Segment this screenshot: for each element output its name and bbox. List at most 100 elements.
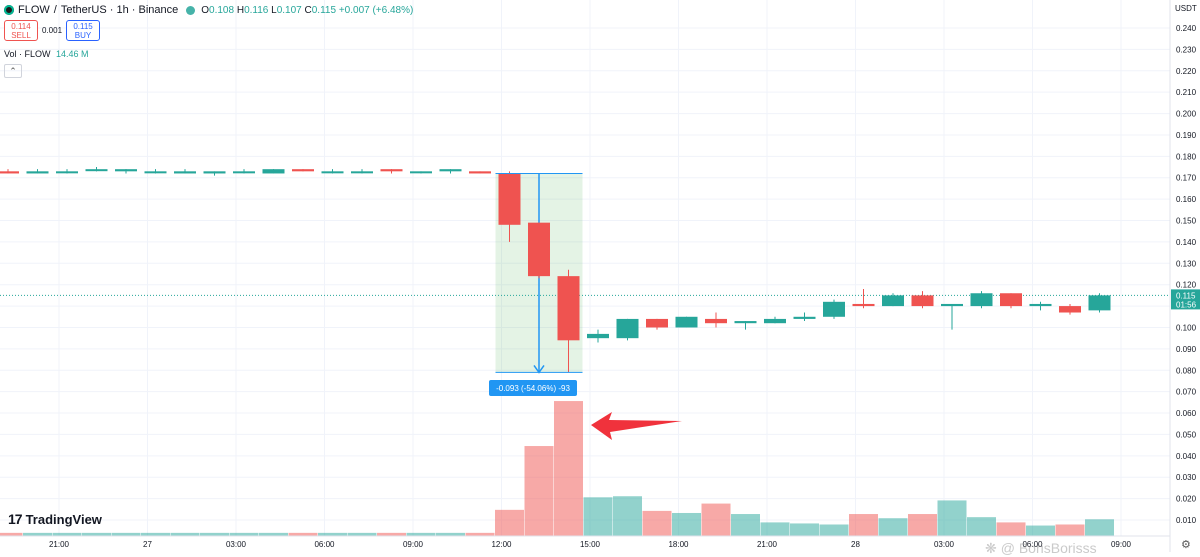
sell-label: SELL bbox=[11, 30, 31, 40]
price-tick-label: 0.150 bbox=[1176, 217, 1197, 226]
candle-body bbox=[852, 303, 875, 307]
volume-bar bbox=[1055, 524, 1085, 536]
volume-bar bbox=[495, 509, 524, 536]
candle-body bbox=[174, 171, 196, 174]
volume-bar bbox=[0, 532, 23, 536]
time-tick-label: 28 bbox=[851, 540, 860, 549]
red-arrow-annotation-icon bbox=[591, 412, 682, 440]
candle-body bbox=[941, 303, 963, 307]
watermark-text: @ BorisBorisss bbox=[1000, 540, 1097, 556]
volume-bar bbox=[996, 522, 1026, 536]
volume-bars bbox=[0, 401, 1114, 536]
candle-body bbox=[970, 293, 993, 307]
market-status-icon bbox=[186, 5, 196, 15]
trade-panel: 0.114 SELL 0.001 0.115 BUY bbox=[4, 20, 101, 41]
watermark-icon: ❋ bbox=[985, 540, 997, 556]
volume-bar bbox=[878, 518, 908, 536]
volume-bar bbox=[1026, 525, 1055, 536]
last-price-label: 0.115 01:56 bbox=[1171, 289, 1200, 310]
price-tick-label: 0.220 bbox=[1176, 67, 1197, 76]
volume-bar bbox=[583, 497, 613, 536]
candle-body bbox=[616, 318, 639, 339]
time-tick-label: 09:00 bbox=[403, 540, 424, 549]
candle-body bbox=[557, 276, 580, 341]
candle-body bbox=[410, 171, 432, 174]
symbol-name[interactable]: FLOW bbox=[18, 4, 50, 16]
price-tick-label: 0.120 bbox=[1176, 281, 1197, 290]
candle-body bbox=[380, 169, 403, 172]
time-tick-label: 06:00 bbox=[314, 540, 335, 549]
tradingview-mark-icon: 17 bbox=[8, 511, 23, 527]
candle-body bbox=[823, 301, 845, 317]
volume-bar bbox=[259, 532, 288, 536]
last-price-timer: 01:56 bbox=[1176, 300, 1197, 309]
time-axis[interactable]: 21:00 27 03:00 06:00 09:00 12:00 15:00 18:00 21:… bbox=[49, 540, 1132, 549]
watermark: ❋ @ BorisBorisss bbox=[985, 540, 1097, 557]
symbol-separator: / bbox=[53, 4, 57, 16]
candle-body bbox=[439, 169, 462, 172]
buy-button[interactable]: 0.115 BUY bbox=[66, 20, 101, 41]
sell-price: 0.114 bbox=[11, 21, 31, 31]
volume-bar bbox=[229, 532, 259, 536]
flow-logo-icon bbox=[4, 5, 14, 15]
spread-value: 0.001 bbox=[42, 26, 63, 35]
volume-legend[interactable]: Vol · FLOW 14.46 M bbox=[4, 49, 89, 59]
candle-body bbox=[321, 171, 344, 174]
time-tick-label: 15:00 bbox=[580, 540, 601, 549]
candle-body bbox=[1000, 293, 1022, 307]
candles bbox=[0, 167, 1111, 373]
volume-bar bbox=[937, 500, 967, 536]
candle-body bbox=[882, 295, 904, 307]
price-tick-label: 0.160 bbox=[1176, 195, 1197, 204]
price-tick-label: 0.100 bbox=[1176, 323, 1197, 332]
price-axis[interactable]: 0.240 0.230 0.220 0.210 0.200 0.190 0.180 0.170… bbox=[1176, 24, 1197, 525]
collapse-chevron-up-icon[interactable]: ⌃ bbox=[4, 64, 22, 78]
high-value: 0.116 bbox=[244, 4, 269, 16]
time-tick-label: 12:00 bbox=[491, 540, 512, 549]
settings-gear-icon[interactable]: ⚙ bbox=[1181, 539, 1191, 551]
price-tick-label: 0.020 bbox=[1176, 495, 1197, 504]
measure-label: -0.093 (-54.06%) -93 bbox=[489, 380, 577, 396]
volume-bar bbox=[760, 522, 790, 536]
candle-body bbox=[675, 316, 698, 328]
price-tick-label: 0.130 bbox=[1176, 259, 1197, 268]
candle-body bbox=[793, 316, 816, 319]
brand-name: TradingView bbox=[25, 511, 102, 527]
tradingview-logo[interactable]: 17 TradingView bbox=[8, 511, 102, 527]
symbol-quote: TetherUS · 1h · Binance bbox=[60, 4, 179, 16]
candle-body bbox=[262, 169, 285, 174]
candle-body bbox=[115, 169, 137, 172]
volume-bar bbox=[465, 532, 495, 536]
price-tick-label: 0.030 bbox=[1176, 473, 1197, 482]
volume-bar bbox=[23, 532, 52, 536]
volume-bar bbox=[52, 532, 82, 536]
volume-bar bbox=[377, 532, 406, 536]
volume-bar bbox=[731, 514, 760, 536]
volume-bar bbox=[701, 503, 731, 536]
price-tick-label: 0.200 bbox=[1176, 110, 1197, 119]
currency-label[interactable]: USDT bbox=[1175, 4, 1197, 13]
candle-body bbox=[528, 222, 550, 277]
volume-bar bbox=[318, 532, 347, 536]
candle-body bbox=[1029, 303, 1052, 307]
price-tick-label: 0.170 bbox=[1176, 174, 1197, 183]
time-tick-label: 21:00 bbox=[757, 540, 778, 549]
symbol-header[interactable]: FLOW / TetherUS · 1h · Binance O0.108 H0… bbox=[4, 3, 413, 17]
candle-body bbox=[144, 171, 167, 174]
volume-bar bbox=[908, 514, 937, 536]
volume-bar bbox=[554, 401, 583, 536]
time-tick-label: 21:00 bbox=[49, 540, 70, 549]
volume-bar bbox=[141, 532, 170, 536]
candle-body bbox=[203, 171, 226, 174]
sell-button[interactable]: 0.114 SELL bbox=[4, 20, 38, 41]
time-tick-label: 06:00 bbox=[1022, 540, 1043, 549]
candle-body bbox=[56, 171, 78, 174]
candle-body bbox=[646, 318, 668, 328]
volume-bar bbox=[82, 532, 111, 536]
price-tick-label: 0.140 bbox=[1176, 238, 1197, 247]
volume-bar bbox=[1085, 519, 1114, 536]
volume-bar bbox=[436, 532, 465, 536]
price-tick-label: 0.040 bbox=[1176, 452, 1197, 461]
volume-bar bbox=[642, 510, 672, 536]
